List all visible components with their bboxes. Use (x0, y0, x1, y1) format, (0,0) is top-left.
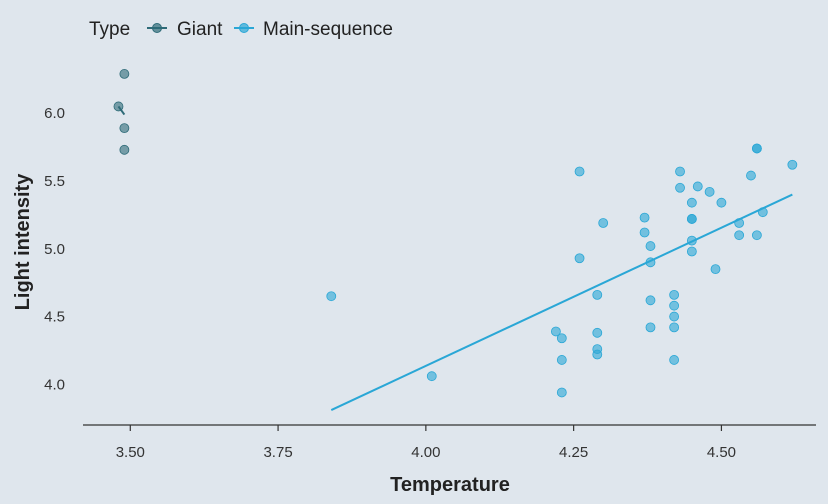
data-point-main-sequence (556, 355, 567, 365)
data-point-main-sequence (598, 218, 609, 228)
data-point-main-sequence (751, 143, 762, 154)
data-point-giant (119, 69, 130, 79)
data-point-main-sequence (574, 253, 585, 264)
data-point-main-sequence (551, 326, 561, 337)
data-points (113, 69, 798, 398)
data-point-main-sequence (556, 333, 567, 344)
y-tick-label: 5.5 (44, 173, 65, 190)
data-point-main-sequence (326, 291, 337, 302)
data-point-main-sequence (669, 300, 680, 311)
legend-title: Type (89, 19, 130, 40)
legend-item-giant: Giant (147, 19, 223, 40)
data-point-main-sequence (734, 230, 745, 241)
data-point-main-sequence (704, 186, 715, 197)
data-point-main-sequence (746, 170, 756, 181)
data-point-main-sequence (669, 355, 680, 365)
data-point-main-sequence (592, 289, 603, 300)
y-tick-label: 4.0 (44, 376, 65, 393)
x-axis-title: Temperature (390, 474, 510, 496)
x-tick-label: 3.75 (263, 444, 292, 461)
y-tick-label: 6.0 (44, 105, 65, 122)
x-tick-label: 4.25 (559, 444, 588, 461)
data-point-main-sequence (645, 322, 656, 333)
data-point-main-sequence (669, 289, 680, 300)
legend-key-point (239, 23, 249, 33)
data-point-main-sequence (757, 207, 768, 218)
data-point-main-sequence (716, 197, 727, 208)
data-point-main-sequence (686, 246, 697, 257)
data-point-main-sequence (574, 166, 585, 177)
x-tick-label: 3.50 (116, 444, 145, 461)
data-point-main-sequence (592, 349, 603, 360)
data-point-main-sequence (669, 322, 680, 333)
data-point-main-sequence (426, 371, 437, 382)
y-axis-title: Light intensity (12, 173, 34, 311)
data-point-main-sequence (639, 212, 650, 223)
data-point-main-sequence (639, 227, 650, 238)
legend: Type Giant Main-sequence (89, 19, 393, 40)
y-tick-label: 5.0 (44, 241, 65, 258)
data-point-main-sequence (686, 197, 697, 208)
data-point-main-sequence (675, 182, 685, 193)
data-point-main-sequence (556, 387, 567, 398)
data-point-main-sequence (645, 257, 656, 268)
x-tick-label: 4.50 (707, 444, 736, 461)
legend-label-main-sequence: Main-sequence (263, 19, 393, 40)
ticks: 3.50 3.75 4.00 4.25 4.50 4.0 4.5 5.0 5.5 6.0 (44, 105, 736, 461)
data-point-main-sequence (645, 295, 656, 306)
data-point-main-sequence (669, 311, 680, 322)
data-point-main-sequence (645, 241, 656, 251)
data-point-main-sequence (592, 327, 603, 338)
data-point-main-sequence (692, 181, 703, 192)
data-point-main-sequence (686, 214, 697, 224)
data-point-giant (119, 144, 130, 155)
data-point-main-sequence (710, 264, 721, 275)
y-tick-label: 4.5 (44, 309, 65, 326)
data-point-giant (119, 123, 130, 134)
data-point-main-sequence (734, 218, 745, 228)
data-point-giant (113, 101, 124, 112)
data-point-main-sequence (686, 235, 697, 246)
trend-line-main-sequence (330, 193, 793, 411)
legend-key-point (152, 23, 162, 33)
trend-lines (117, 105, 793, 411)
legend-item-main-sequence: Main-sequence (234, 19, 393, 40)
data-point-main-sequence (751, 230, 762, 241)
data-point-main-sequence (675, 166, 685, 177)
x-tick-label: 4.00 (411, 444, 440, 461)
legend-label-giant: Giant (177, 19, 223, 40)
data-point-main-sequence (787, 159, 798, 170)
